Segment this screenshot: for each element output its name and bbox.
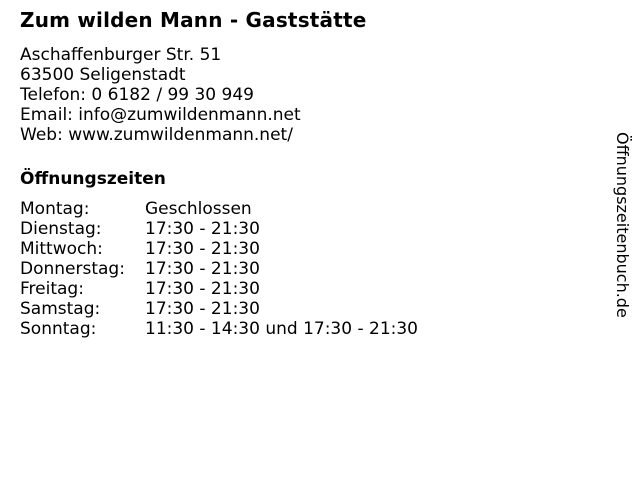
day-hours: 17:30 - 21:30 [145,239,260,259]
business-info-page: Zum wilden Mann - Gaststätte Aschaffenbu… [20,6,580,339]
day-hours: 11:30 - 14:30 und 17:30 - 21:30 [145,319,418,339]
address-street-line: Aschaffenburger Str. 51 [20,45,222,65]
opening-hours-heading: Öffnungszeiten [20,169,166,189]
hours-row-sunday: Sonntag: 11:30 - 14:30 und 17:30 - 21:30 [20,319,580,339]
contact-block: Aschaffenburger Str. 51 63500 Seligensta… [20,45,580,145]
day-hours: 17:30 - 21:30 [145,279,260,299]
day-label: Freitag: [20,279,84,299]
hours-row-thursday: Donnerstag: 17:30 - 21:30 [20,259,580,279]
day-label: Samstag: [20,299,101,319]
day-label: Dienstag: [20,219,102,239]
day-hours: Geschlossen [145,199,252,219]
day-hours: 17:30 - 21:30 [145,299,260,319]
day-label: Mittwoch: [20,239,103,259]
web-line: Web: www.zumwildenmann.net/ [20,125,293,145]
email-line: Email: info@zumwildenmann.net [20,105,301,125]
hours-row-saturday: Samstag: 17:30 - 21:30 [20,299,580,319]
hours-row-wednesday: Mittwoch: 17:30 - 21:30 [20,239,580,259]
page-title: Zum wilden Mann - Gaststätte [20,8,367,32]
day-hours: 17:30 - 21:30 [145,259,260,279]
watermark-credit: Öffnungszeitenbuch.de [613,132,632,318]
day-label: Donnerstag: [20,259,125,279]
opening-hours-table: Montag: Geschlossen Dienstag: 17:30 - 21… [20,199,580,339]
hours-row-tuesday: Dienstag: 17:30 - 21:30 [20,219,580,239]
address-city-line: 63500 Seligenstadt [20,65,186,85]
day-label: Sonntag: [20,319,97,339]
hours-row-monday: Montag: Geschlossen [20,199,580,219]
day-hours: 17:30 - 21:30 [145,219,260,239]
phone-line: Telefon: 0 6182 / 99 30 949 [20,85,254,105]
day-label: Montag: [20,199,90,219]
hours-row-friday: Freitag: 17:30 - 21:30 [20,279,580,299]
